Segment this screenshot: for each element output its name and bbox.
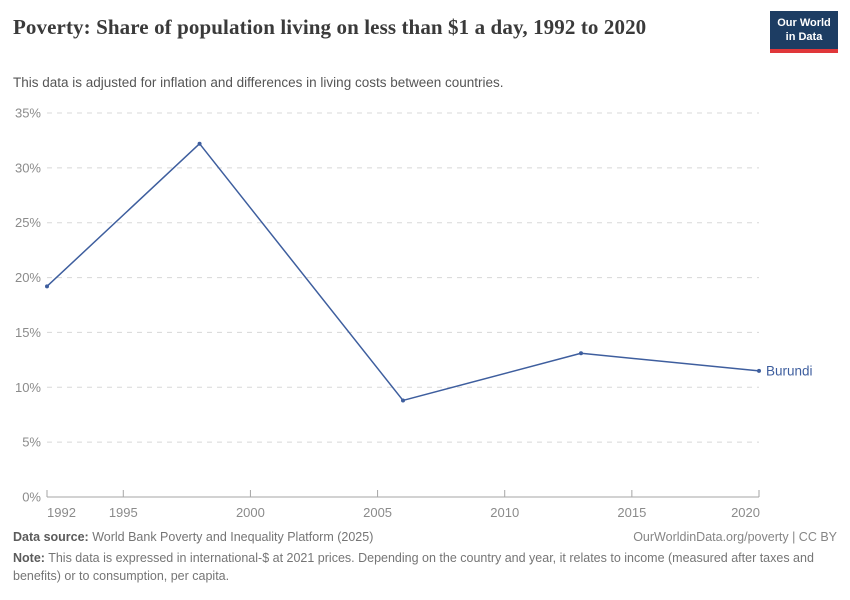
x-tick-label: 2005 <box>363 505 392 520</box>
attribution-link[interactable]: OurWorldinData.org/poverty | CC BY <box>633 530 837 544</box>
data-point-marker[interactable] <box>401 398 405 403</box>
owid-logo-line2: in Data <box>785 31 823 44</box>
owid-logo[interactable]: Our World in Data <box>770 11 838 53</box>
data-point-marker[interactable] <box>45 284 49 289</box>
y-tick-label: 20% <box>15 270 41 285</box>
x-tick-label: 1995 <box>109 505 138 520</box>
y-tick-label: 5% <box>22 435 41 450</box>
y-tick-label: 35% <box>15 106 41 121</box>
page-subtitle: This data is adjusted for inflation and … <box>13 75 504 90</box>
entity-label[interactable]: Burundi <box>766 363 813 378</box>
data-point-marker[interactable] <box>579 351 583 356</box>
x-tick-label: 2000 <box>236 505 265 520</box>
chart-footer: Data source: World Bank Poverty and Ineq… <box>13 530 837 585</box>
x-tick-label: 2010 <box>490 505 519 520</box>
x-tick-label: 2015 <box>617 505 646 520</box>
y-tick-label: 0% <box>22 490 41 505</box>
data-source: Data source: World Bank Poverty and Ineq… <box>13 530 373 544</box>
data-source-label: Data source: <box>13 530 89 544</box>
footer-note-label: Note: <box>13 551 45 565</box>
page-title: Poverty: Share of population living on l… <box>13 15 647 39</box>
y-tick-label: 25% <box>15 215 41 230</box>
footer-note-value: This data is expressed in international-… <box>13 551 814 584</box>
owid-logo-line1: Our World <box>777 17 831 29</box>
data-point-marker[interactable] <box>757 368 761 373</box>
data-source-value: World Bank Poverty and Inequality Platfo… <box>88 530 374 544</box>
y-tick-label: 30% <box>15 160 41 175</box>
y-tick-label: 15% <box>15 325 41 340</box>
footer-note: Note: This data is expressed in internat… <box>13 549 828 585</box>
y-tick-label: 10% <box>15 380 41 395</box>
data-point-marker[interactable] <box>197 141 202 146</box>
x-tick-label: 2020 <box>731 505 760 520</box>
series-line[interactable] <box>46 142 760 402</box>
x-tick-label: 1992 <box>47 505 76 520</box>
